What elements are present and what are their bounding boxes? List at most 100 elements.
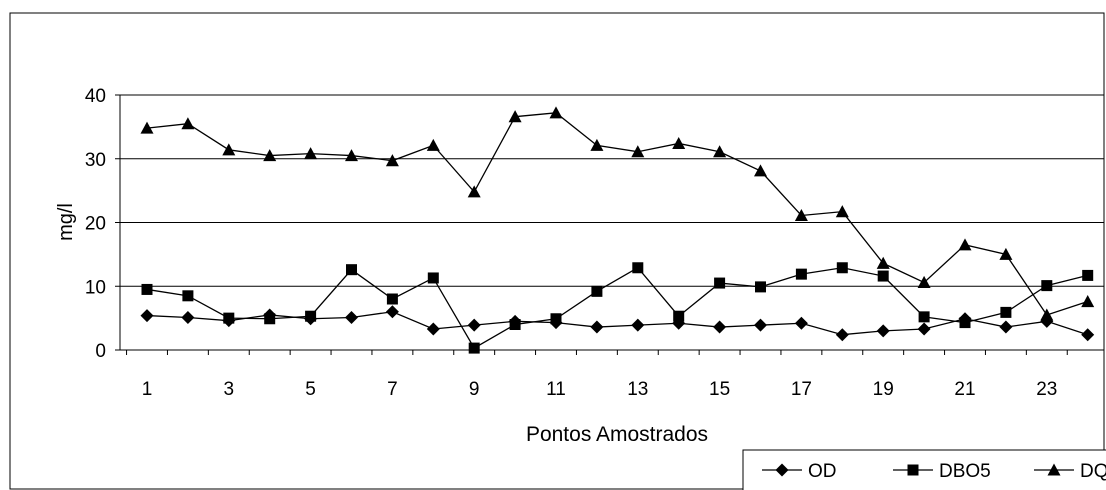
data-point-dqo: [549, 106, 563, 119]
data-point-dbo5: [182, 290, 194, 302]
data-point-dbo5: [346, 264, 357, 276]
legend: OD DBO5 DQO: [742, 449, 1106, 490]
x-tick-label: 11: [546, 379, 566, 400]
data-point-dqo: [876, 256, 890, 269]
data-point-od: [1081, 328, 1095, 342]
data-point-dbo5: [1082, 269, 1094, 281]
data-point-dbo5: [714, 277, 726, 289]
data-point-dqo: [631, 145, 645, 158]
data-point-dbo5: [305, 310, 317, 322]
x-tick-label: 17: [791, 379, 812, 400]
x-tick-label: 5: [305, 379, 316, 400]
data-point-dqo: [385, 154, 399, 167]
x-tick-label: 3: [224, 379, 235, 400]
legend-label-dqo: DQO: [1080, 461, 1106, 482]
data-point-dqo: [508, 110, 522, 123]
data-point-od: [426, 322, 440, 336]
y-tick-label: 30: [85, 150, 106, 171]
legend-marker-dqo: [1047, 463, 1061, 476]
x-tick-label: 21: [954, 379, 975, 400]
data-point-od: [385, 305, 399, 319]
data-point-dbo5: [795, 268, 807, 280]
y-tick-label: 40: [85, 86, 106, 107]
data-point-dbo5: [959, 317, 971, 329]
series-line-od: [146, 311, 1088, 336]
data-point-od: [794, 316, 808, 330]
data-point-dqo: [590, 138, 604, 151]
data-point-dqo: [1040, 308, 1054, 321]
data-point-dbo5: [591, 285, 603, 297]
series-dqo: [140, 106, 1095, 321]
data-point-od: [917, 322, 931, 336]
data-point-od: [467, 318, 481, 332]
data-point-dbo5: [509, 319, 521, 330]
x-tick-label: 19: [873, 379, 894, 400]
data-point-dqo: [917, 275, 931, 288]
y-axis-title: mg/l: [55, 203, 77, 241]
data-point-od: [835, 328, 849, 342]
data-point-dqo: [263, 149, 277, 162]
data-point-od: [999, 320, 1013, 334]
y-tick-label: 10: [85, 277, 106, 298]
series-layer: [140, 106, 1095, 354]
x-tick-label: 1: [142, 379, 153, 400]
data-point-dbo5: [223, 312, 235, 324]
data-point-od: [876, 324, 890, 338]
data-point-dqo: [958, 238, 972, 251]
data-point-dbo5: [877, 270, 889, 282]
data-point-dqo: [835, 205, 849, 218]
data-point-dqo: [713, 145, 727, 158]
data-point-dqo: [181, 117, 195, 130]
x-tick-label: 9: [469, 379, 480, 400]
data-point-od: [590, 320, 604, 334]
data-point-dqo: [754, 164, 767, 177]
data-point-dqo: [345, 149, 358, 162]
data-point-od: [631, 318, 645, 332]
data-point-dbo5: [1041, 280, 1053, 292]
data-point-dqo: [467, 185, 481, 198]
legend-marker-od: [775, 463, 789, 477]
data-point-dqo: [672, 136, 686, 149]
legend-label-dbo5: DBO5: [939, 461, 991, 482]
data-point-dqo: [222, 143, 236, 156]
data-point-dbo5: [1000, 306, 1012, 318]
data-point-od: [713, 320, 727, 334]
data-point-dbo5: [264, 313, 276, 325]
plot-area: [120, 94, 1104, 287]
x-tick-label: 23: [1036, 379, 1057, 400]
data-point-dbo5: [673, 310, 685, 322]
y-tick-label: 0: [95, 341, 106, 362]
data-point-dqo: [999, 247, 1013, 260]
data-point-dbo5: [468, 342, 480, 354]
data-point-dbo5: [141, 283, 153, 295]
legend-marker-dbo5: [907, 464, 919, 476]
data-point-dqo: [426, 138, 440, 151]
data-point-od: [140, 309, 154, 323]
series-dbo5: [141, 262, 1094, 354]
data-point-dbo5: [427, 272, 439, 284]
data-point-od: [345, 310, 358, 324]
x-tick-label: 13: [627, 379, 648, 400]
data-point-dbo5: [550, 313, 562, 325]
data-point-dbo5: [836, 262, 848, 274]
y-tick-label: 20: [85, 214, 106, 235]
data-point-od: [181, 310, 195, 324]
legend-label-od: OD: [808, 461, 837, 482]
data-point-dqo: [794, 208, 808, 222]
x-axis-title: Pontos Amostrados: [526, 423, 708, 446]
data-point-od: [754, 318, 767, 332]
series-line-dbo5: [146, 266, 1088, 349]
data-point-dbo5: [386, 293, 398, 305]
x-tick-label: 7: [387, 379, 398, 400]
chart-border: [9, 12, 1105, 490]
series-line-dqo: [146, 112, 1088, 316]
data-point-dqo: [304, 147, 318, 160]
data-point-dqo: [1081, 295, 1095, 308]
data-point-dqo: [140, 121, 154, 134]
data-point-dbo5: [755, 281, 766, 293]
x-tick-label: 15: [709, 379, 730, 400]
data-point-dbo5: [632, 262, 644, 274]
data-point-dbo5: [918, 311, 930, 323]
